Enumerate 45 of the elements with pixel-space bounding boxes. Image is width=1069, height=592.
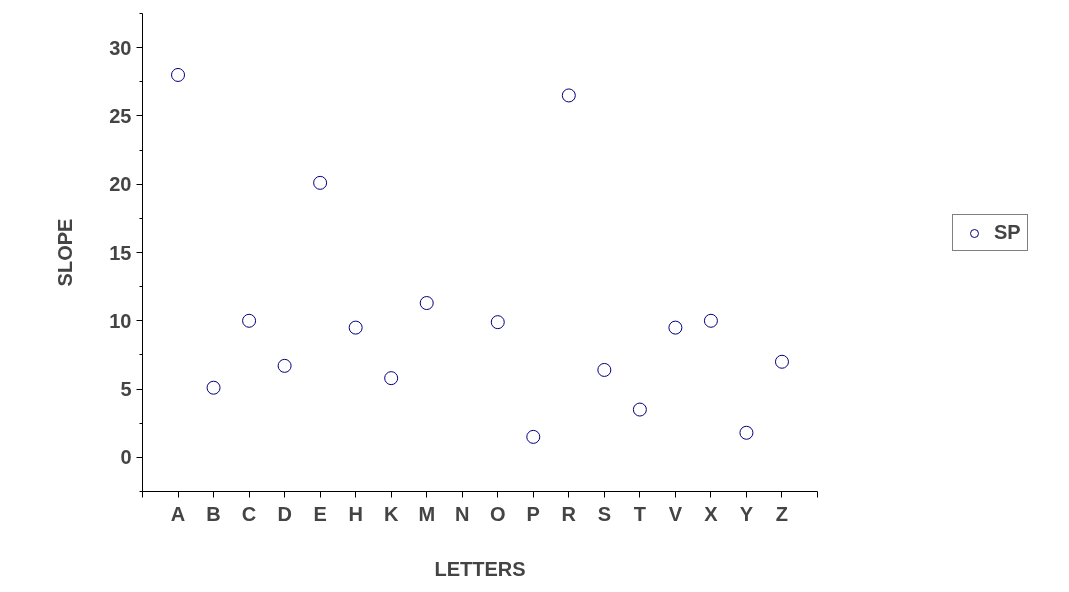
point — [277, 358, 292, 373]
x-tick-label: P — [526, 502, 540, 525]
x-tick-label: E — [313, 502, 327, 525]
y-tick-label: 20 — [109, 173, 132, 196]
point — [419, 296, 434, 311]
point — [739, 425, 754, 440]
y-tick-label: 10 — [109, 309, 132, 332]
y-axis-title: SLOPE — [54, 218, 77, 287]
x-tick-label: X — [704, 502, 719, 525]
x-tick-label: S — [597, 502, 612, 525]
y-tick-label: 0 — [120, 446, 132, 469]
x-tick-label: N — [455, 502, 470, 525]
x-tick-label: T — [633, 502, 646, 525]
point — [561, 88, 576, 103]
x-tick-label: V — [668, 502, 683, 525]
y-tick-label: 25 — [109, 104, 132, 127]
point — [597, 362, 612, 377]
x-tick-label: R — [561, 502, 577, 525]
x-tick-label: Y — [739, 502, 754, 525]
x-axis-title: LETTERS — [434, 557, 526, 580]
point — [384, 371, 399, 386]
x-tick-label: C — [241, 502, 257, 525]
point — [348, 320, 363, 335]
y-tick-label: 5 — [120, 378, 132, 401]
x-tick-label: O — [489, 502, 506, 525]
point — [171, 67, 186, 82]
x-tick-label: D — [277, 502, 292, 525]
point — [490, 315, 505, 330]
point — [632, 402, 647, 417]
x-tick-label: A — [170, 502, 186, 525]
point — [242, 313, 257, 328]
point — [313, 175, 328, 190]
point — [526, 429, 541, 444]
point — [206, 380, 221, 395]
point — [703, 313, 718, 328]
y-tick-label: 30 — [109, 36, 132, 59]
point — [774, 354, 789, 369]
x-tick-label: Z — [775, 502, 789, 525]
x-tick-label: K — [383, 502, 399, 525]
y-tick-label: 15 — [109, 241, 132, 264]
x-tick-label: H — [348, 502, 363, 525]
point — [668, 320, 683, 335]
x-tick-label: M — [418, 502, 436, 525]
x-tick-label: B — [206, 502, 221, 525]
legend-label: SP — [994, 221, 1021, 244]
